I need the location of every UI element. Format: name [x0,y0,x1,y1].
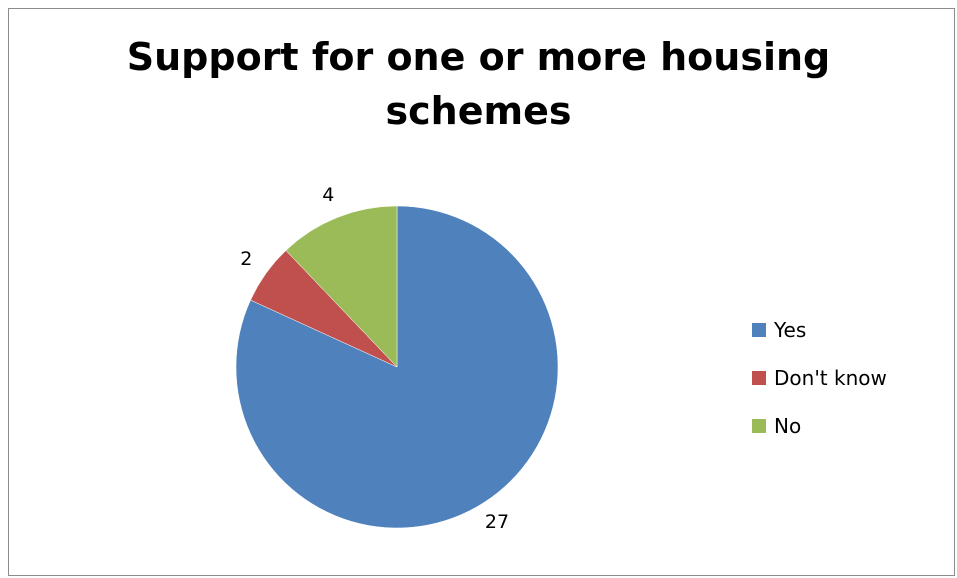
chart-title: Support for one or more housing schemes [0,30,957,138]
legend-swatch-dont-know [752,371,766,385]
data-label-yes: 27 [485,511,509,533]
data-label-don-t-know: 2 [240,248,252,270]
legend-label-no: No [774,414,802,438]
legend-item-yes: Yes [752,306,887,354]
chart-title-line-2: schemes [385,89,572,133]
chart-title-line-1: Support for one or more housing [126,35,831,79]
legend-label-dont-know: Don't know [774,366,887,390]
legend-swatch-yes [752,323,766,337]
legend: Yes Don't know No [752,306,887,450]
pie-slice-no [285,205,398,368]
data-label-no: 4 [322,184,334,206]
legend-item-no: No [752,402,887,450]
legend-label-yes: Yes [774,318,807,342]
legend-swatch-no [752,419,766,433]
legend-item-dont-know: Don't know [752,354,887,402]
